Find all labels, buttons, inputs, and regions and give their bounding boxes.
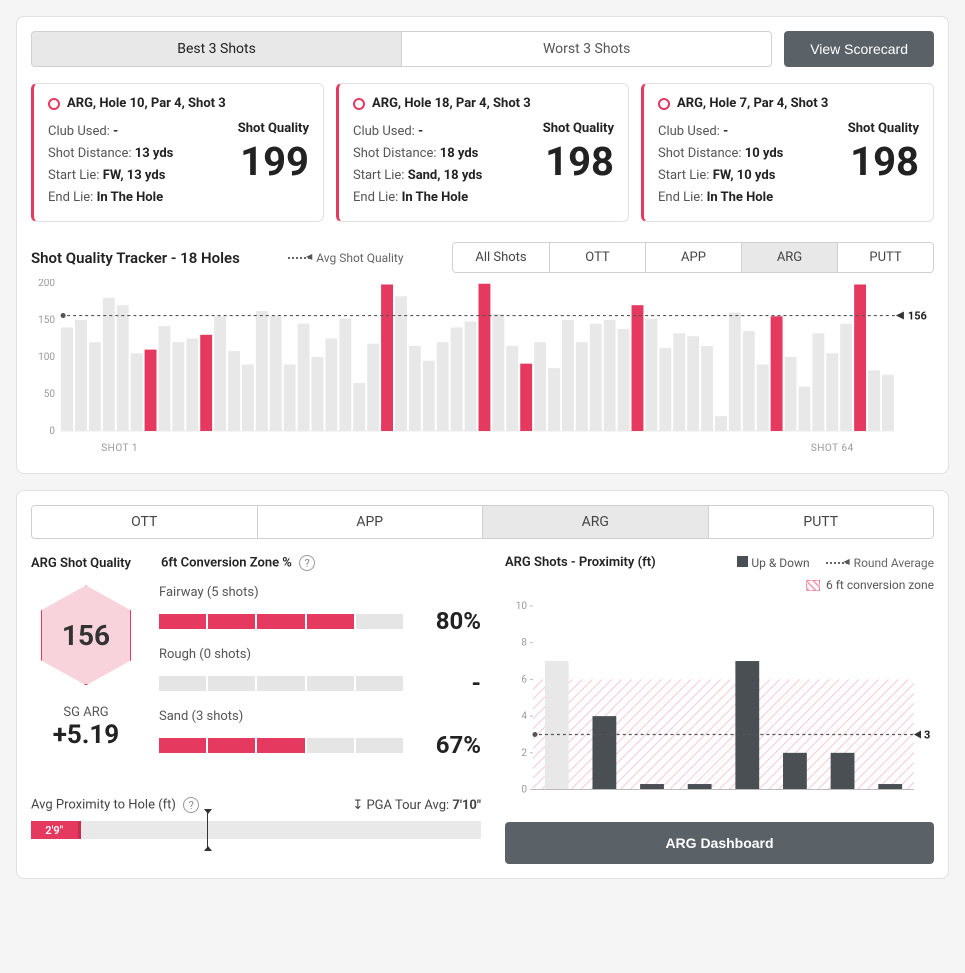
- svg-text:SHOT 1: SHOT 1: [101, 443, 138, 454]
- tracker-tab-putt[interactable]: PUTT: [837, 243, 933, 272]
- svg-text:6: 6: [521, 675, 527, 686]
- shots-panel: Best 3 Shots Worst 3 Shots View Scorecar…: [16, 16, 949, 474]
- tab-worst-shots[interactable]: Worst 3 Shots: [401, 32, 771, 66]
- tracker-title: Shot Quality Tracker - 18 Holes: [31, 249, 240, 267]
- tracker-tab-all-shots[interactable]: All Shots: [453, 243, 549, 272]
- shot-card: ARG, Hole 7, Par 4, Shot 3Club Used: -Sh…: [641, 83, 934, 222]
- help-icon[interactable]: ?: [299, 555, 315, 571]
- svg-text:4: 4: [521, 711, 527, 722]
- svg-text:156: 156: [908, 310, 927, 323]
- target-icon: [658, 98, 670, 110]
- conversion-zone-title: 6ft Conversion Zone % ?: [161, 555, 315, 571]
- category-tab-ott[interactable]: OTT: [32, 506, 257, 538]
- quality-hex-badge: 156: [41, 585, 131, 685]
- sg-value: +5.19: [31, 720, 141, 750]
- svg-text:SHOT 64: SHOT 64: [811, 443, 854, 454]
- segment-bar: [159, 676, 403, 691]
- svg-text:10: 10: [516, 601, 528, 612]
- conversion-zone-item: Sand (3 shots)67%: [159, 709, 481, 759]
- arg-quality-title: ARG Shot Quality: [31, 556, 131, 571]
- pga-tour-avg: ↧ PGA Tour Avg: 7'10": [352, 798, 481, 813]
- arg-dashboard-button[interactable]: ARG Dashboard: [505, 822, 934, 864]
- legend-avg-shot-quality: Avg Shot Quality: [288, 251, 403, 265]
- conversion-zone-item: Fairway (5 shots)80%: [159, 585, 481, 635]
- shot-card-title: ARG, Hole 10, Par 4, Shot 3: [67, 96, 226, 111]
- tab-best-shots[interactable]: Best 3 Shots: [32, 32, 401, 66]
- tracker-filter-tabs: All ShotsOTTAPPARGPUTT: [452, 242, 934, 273]
- legend-up-down: Up & Down: [737, 556, 809, 570]
- shot-quality-chart: 0 50 100 150 200 156 SHOT 1 SHOT 64: [31, 279, 934, 459]
- proximity-fill: 2'9": [31, 821, 81, 839]
- svg-text:200: 200: [38, 279, 55, 289]
- svg-text:50: 50: [44, 389, 56, 400]
- avg-proximity-label: Avg Proximity to Hole (ft) ?: [31, 797, 199, 813]
- svg-text:150: 150: [38, 315, 55, 326]
- legend-conversion-zone: 6 ft conversion zone: [505, 578, 934, 592]
- svg-text:8: 8: [521, 638, 527, 649]
- segment-bar: [159, 614, 403, 629]
- arg-detail-panel: OTTAPPARGPUTT ARG Shot Quality 6ft Conve…: [16, 490, 949, 879]
- category-tab-arg[interactable]: ARG: [482, 506, 708, 538]
- proximity-chart: 0 2 4 6 8 10 3: [505, 598, 934, 808]
- tracker-tab-ott[interactable]: OTT: [549, 243, 645, 272]
- segment-bar: [159, 738, 403, 753]
- svg-text:2: 2: [521, 748, 527, 759]
- sg-label: SG ARG: [31, 705, 141, 720]
- view-scorecard-button[interactable]: View Scorecard: [784, 31, 934, 67]
- shot-card-title: ARG, Hole 18, Par 4, Shot 3: [372, 96, 531, 111]
- svg-text:3: 3: [924, 729, 930, 742]
- legend-round-avg: Round Average: [826, 556, 934, 570]
- proximity-marker: [207, 813, 208, 847]
- shot-card: ARG, Hole 10, Par 4, Shot 3Club Used: -S…: [31, 83, 324, 222]
- category-tab-putt[interactable]: PUTT: [708, 506, 934, 538]
- prox-chart-title: ARG Shots - Proximity (ft): [505, 555, 656, 570]
- category-tab-app[interactable]: APP: [257, 506, 483, 538]
- shot-card: ARG, Hole 18, Par 4, Shot 3Club Used: -S…: [336, 83, 629, 222]
- target-icon: [353, 98, 365, 110]
- tracker-tab-arg[interactable]: ARG: [741, 243, 837, 272]
- svg-text:0: 0: [521, 785, 527, 796]
- proximity-bar: 2'9": [31, 821, 481, 839]
- target-icon: [48, 98, 60, 110]
- svg-text:0: 0: [49, 426, 55, 437]
- conversion-zone-item: Rough (0 shots)-: [159, 647, 481, 697]
- category-tabs: OTTAPPARGPUTT: [31, 505, 934, 539]
- shot-card-title: ARG, Hole 7, Par 4, Shot 3: [677, 96, 828, 111]
- help-icon[interactable]: ?: [183, 797, 199, 813]
- tracker-tab-app[interactable]: APP: [645, 243, 741, 272]
- svg-text:100: 100: [38, 352, 55, 363]
- best-worst-tabs: Best 3 Shots Worst 3 Shots: [31, 31, 772, 67]
